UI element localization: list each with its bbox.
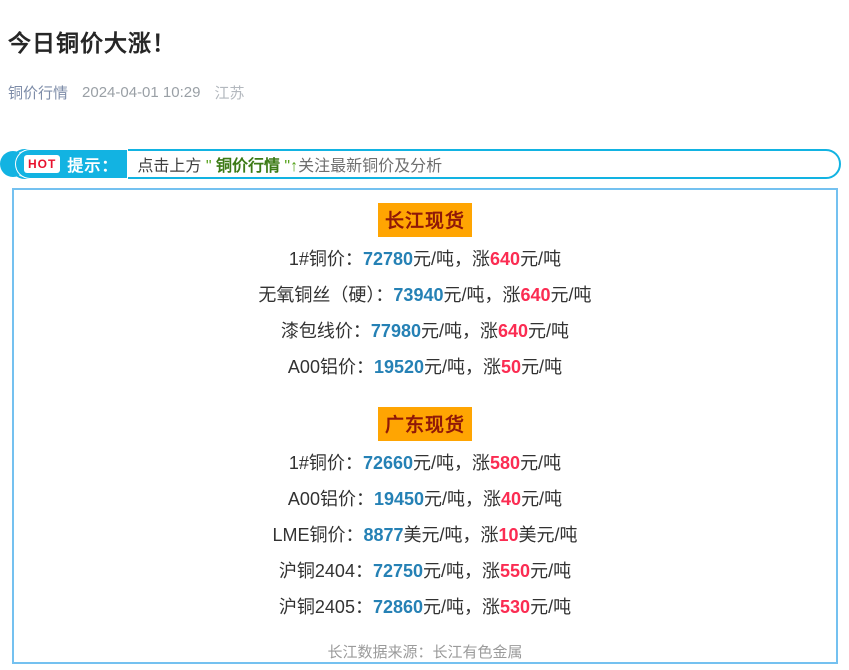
price-value: 8877 [363, 525, 404, 545]
change-value: 550 [500, 561, 531, 581]
tip-banner: HOT 提示： 点击上方 " 铜价行情 "↑关注最新铜价及分析 [0, 149, 841, 179]
price-row: 无氧铜丝（硬）：73940元/吨，涨640元/吨 [14, 283, 836, 307]
change-value: 50 [501, 357, 522, 377]
change-value: 40 [501, 489, 522, 509]
change-value: 530 [500, 597, 531, 617]
price-row: A00铝价：19520元/吨，涨50元/吨 [14, 355, 836, 379]
price-sections: 长江现货 1#铜价：72780元/吨，涨640元/吨 无氧铜丝（硬）：73940元/… [14, 203, 836, 619]
publish-location: 江苏 [214, 85, 245, 102]
tip-text-suffix: 关注最新铜价及分析 [298, 158, 443, 175]
price-label: 沪铜2404： [278, 561, 373, 581]
price-value: 72750 [372, 561, 424, 581]
change-unit: 元/吨 [520, 453, 562, 473]
price-label: 1#铜价： [288, 453, 363, 473]
section-heading: 广东现货 [377, 407, 472, 441]
byline: 铜价行情 2024-04-01 10:29 江苏 [8, 82, 839, 103]
section-heading: 长江现货 [377, 203, 472, 237]
tip-quote-close: " [279, 158, 291, 175]
section-heading-row: 广东现货 [14, 407, 836, 441]
change-value: 580 [490, 453, 521, 473]
section-heading-row: 长江现货 [14, 203, 836, 237]
change-unit: 元/吨 [520, 249, 562, 269]
up-arrow-icon: ↑ [290, 158, 299, 175]
article-header: 今日铜价大涨！ 铜价行情 2024-04-01 10:29 江苏 [0, 0, 849, 103]
change-unit: 元/吨 [530, 597, 572, 617]
change-unit: 美元/吨 [518, 525, 578, 545]
price-label: 无氧铜丝（硬）： [258, 285, 394, 305]
price-unit: 元/吨，涨 [420, 321, 498, 341]
price-unit: 元/吨，涨 [413, 453, 491, 473]
tip-label-text: 提示： [67, 158, 119, 175]
price-value: 19450 [373, 489, 425, 509]
price-unit: 美元/吨，涨 [403, 525, 499, 545]
price-unit: 元/吨，涨 [424, 489, 502, 509]
change-unit: 元/吨 [550, 285, 592, 305]
price-value: 72860 [372, 597, 424, 617]
price-label: 1#铜价： [288, 249, 363, 269]
price-label: 沪铜2405： [278, 597, 373, 617]
price-row: 沪铜2404：72750元/吨，涨550元/吨 [14, 559, 836, 583]
price-row: A00铝价：19450元/吨，涨40元/吨 [14, 487, 836, 511]
tip-label: HOT 提示： [15, 149, 129, 179]
change-value: 640 [520, 285, 551, 305]
change-unit: 元/吨 [528, 321, 570, 341]
tip-account-name: 铜价行情 [215, 158, 280, 175]
publish-date: 2024-04-01 10:29 [82, 84, 201, 101]
change-value: 640 [490, 249, 521, 269]
price-unit: 元/吨，涨 [443, 285, 521, 305]
price-label: A00铝价： [287, 357, 374, 377]
tip-text: 点击上方 " 铜价行情 "↑关注最新铜价及分析 [137, 152, 442, 176]
account-link[interactable]: 铜价行情 [8, 85, 69, 102]
change-unit: 元/吨 [521, 489, 563, 509]
price-unit: 元/吨，涨 [423, 597, 501, 617]
price-row: 1#铜价：72780元/吨，涨640元/吨 [14, 247, 836, 271]
change-unit: 元/吨 [521, 357, 563, 377]
change-value: 10 [498, 525, 519, 545]
price-value: 77980 [370, 321, 421, 341]
tip-text-prefix: 点击上方 [137, 158, 206, 175]
price-value: 72660 [362, 453, 413, 473]
price-unit: 元/吨，涨 [423, 561, 501, 581]
source-note: 长江数据来源：长江有色金属 [327, 644, 523, 661]
page-title: 今日铜价大涨！ [8, 30, 176, 56]
price-label: 漆包线价： [280, 321, 371, 341]
price-unit: 元/吨，涨 [413, 249, 491, 269]
hot-badge: HOT [24, 155, 61, 173]
price-value: 19520 [373, 357, 425, 377]
price-unit: 元/吨，涨 [424, 357, 502, 377]
tip-quote-open: " [205, 158, 216, 175]
price-row: 1#铜价：72660元/吨，涨580元/吨 [14, 451, 836, 475]
price-row: 沪铜2405：72860元/吨，涨530元/吨 [14, 595, 836, 619]
price-row: 漆包线价：77980元/吨，涨640元/吨 [14, 319, 836, 343]
price-value: 73940 [393, 285, 444, 305]
change-unit: 元/吨 [530, 561, 572, 581]
change-value: 640 [498, 321, 529, 341]
price-label: LME铜价： [272, 525, 364, 545]
price-row: LME铜价：8877美元/吨，涨10美元/吨 [14, 523, 836, 547]
price-box: 长江现货 1#铜价：72780元/吨，涨640元/吨 无氧铜丝（硬）：73940元/… [12, 188, 838, 664]
price-label: A00铝价： [287, 489, 374, 509]
price-value: 72780 [362, 249, 413, 269]
